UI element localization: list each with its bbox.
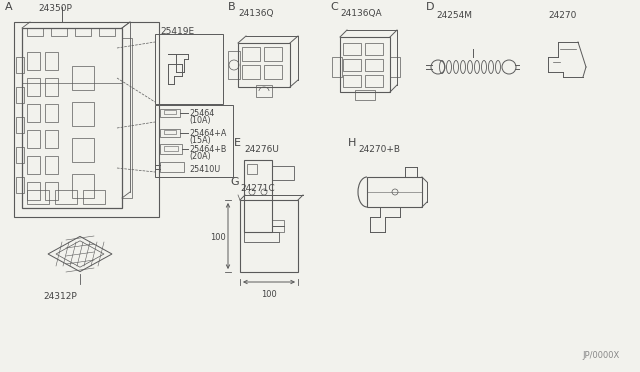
Bar	[45, 52, 58, 70]
Bar	[16, 87, 24, 103]
Bar	[242, 47, 260, 61]
Bar	[27, 190, 49, 204]
Bar	[22, 28, 122, 208]
Bar	[27, 130, 40, 148]
Bar	[45, 78, 58, 96]
Text: G: G	[230, 177, 239, 187]
Bar	[75, 28, 91, 36]
Text: 24136QA: 24136QA	[340, 9, 381, 18]
Bar	[164, 130, 176, 134]
Bar	[343, 43, 361, 55]
Bar	[247, 164, 257, 174]
Text: E: E	[234, 138, 241, 148]
Bar	[51, 28, 67, 36]
Bar	[155, 105, 233, 177]
Bar	[390, 57, 400, 77]
Text: 25464: 25464	[189, 109, 214, 118]
Text: 24312P: 24312P	[43, 292, 77, 301]
Bar	[160, 162, 184, 172]
Bar	[16, 147, 24, 163]
Bar	[343, 59, 361, 71]
Bar	[340, 37, 390, 92]
Text: 25464+A: 25464+A	[189, 129, 227, 138]
Bar	[228, 51, 240, 79]
Text: (15A): (15A)	[189, 136, 211, 145]
Bar	[272, 166, 294, 180]
Text: C: C	[330, 2, 338, 12]
Bar	[256, 85, 272, 97]
Text: 25410U: 25410U	[189, 165, 220, 174]
Bar	[45, 130, 58, 148]
Bar	[72, 102, 94, 126]
Text: 24270+B: 24270+B	[358, 145, 400, 154]
Text: 100: 100	[261, 290, 277, 299]
Text: H: H	[348, 138, 356, 148]
Bar	[155, 34, 223, 104]
Text: (20A): (20A)	[189, 152, 211, 161]
Text: B: B	[228, 2, 236, 12]
Bar	[45, 104, 58, 122]
Bar	[164, 146, 178, 151]
Bar	[160, 129, 180, 137]
Bar	[244, 232, 279, 242]
Bar	[27, 182, 40, 200]
Text: A: A	[5, 2, 13, 12]
Text: 24350P: 24350P	[38, 4, 72, 13]
Bar	[244, 160, 272, 232]
Bar	[72, 66, 94, 90]
Bar	[272, 220, 284, 232]
Bar	[16, 177, 24, 193]
Text: 25464+B: 25464+B	[189, 145, 227, 154]
Bar	[332, 57, 342, 77]
Text: 24136Q: 24136Q	[238, 9, 273, 18]
Bar	[122, 38, 132, 198]
Bar	[45, 156, 58, 174]
Bar	[367, 177, 422, 207]
Bar	[164, 110, 176, 114]
Bar	[16, 117, 24, 133]
Text: D: D	[426, 2, 435, 12]
Bar	[343, 75, 361, 87]
Bar	[238, 43, 290, 87]
Text: 24254M: 24254M	[436, 11, 472, 20]
Text: 25419E: 25419E	[160, 27, 194, 36]
Bar	[365, 59, 383, 71]
Bar	[55, 190, 77, 204]
Bar	[72, 138, 94, 162]
Bar	[27, 104, 40, 122]
Text: JP/0000X: JP/0000X	[582, 351, 620, 360]
Bar	[27, 78, 40, 96]
Bar	[160, 144, 182, 154]
Bar	[264, 47, 282, 61]
Bar	[27, 52, 40, 70]
Bar	[355, 90, 375, 100]
Bar	[365, 43, 383, 55]
Bar	[365, 75, 383, 87]
Text: (10A): (10A)	[189, 116, 211, 125]
Bar	[242, 65, 260, 79]
Bar	[72, 174, 94, 198]
Text: 24271C: 24271C	[240, 184, 275, 193]
Bar	[160, 109, 180, 117]
Bar	[27, 156, 40, 174]
Bar	[83, 190, 105, 204]
Bar	[14, 22, 159, 217]
Text: 100: 100	[210, 233, 226, 242]
Bar	[99, 28, 115, 36]
Bar	[45, 182, 58, 200]
Bar	[264, 65, 282, 79]
Bar	[27, 28, 43, 36]
Text: 24276U: 24276U	[244, 145, 279, 154]
Bar	[240, 200, 298, 272]
Text: 24270: 24270	[548, 11, 577, 20]
Bar	[16, 57, 24, 73]
